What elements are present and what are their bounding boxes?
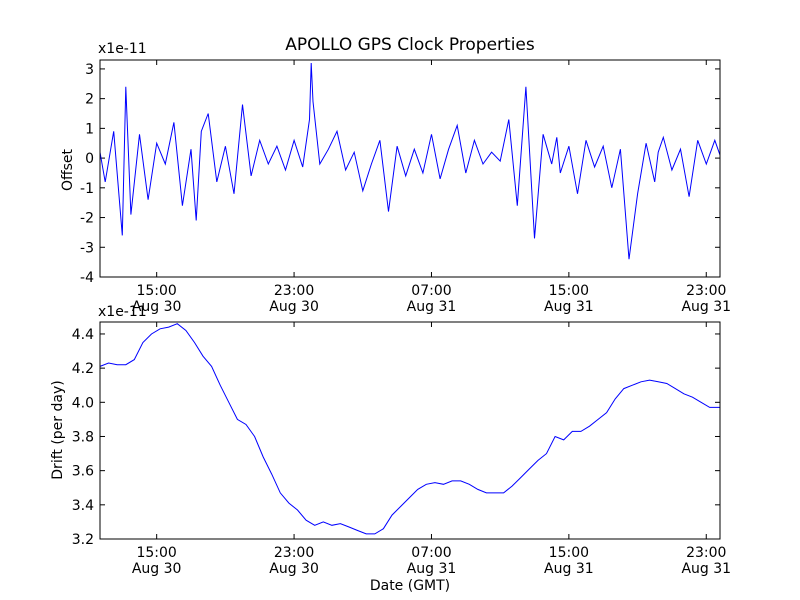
offset-y-tick-label: -4	[80, 270, 94, 286]
offset-x-tick-time: 23:00	[686, 283, 726, 299]
drift-x-tick-time: 07:00	[411, 545, 451, 561]
drift-y-tick-label: 3.8	[72, 429, 94, 445]
offset-x-tick-time: 15:00	[136, 283, 176, 299]
drift-y-tick-label: 4.4	[72, 327, 94, 343]
offset-x-tick-date: Aug 31	[544, 299, 594, 315]
offset-x-tick-time: 15:00	[549, 283, 589, 299]
offset-y-ticks: -4 -3 -2 -1 0 1 2 3	[80, 62, 720, 286]
drift-y-tick-label: 4.2	[72, 361, 94, 377]
drift-x-tick-date: Aug 31	[544, 561, 594, 577]
offset-x-tick-date: Aug 30	[132, 299, 182, 315]
drift-x-tick-time: 23:00	[686, 545, 726, 561]
offset-plot-frame	[99, 59, 721, 278]
offset-x-tick-time: 07:00	[411, 283, 451, 299]
offset-y-multiplier: x1e-11	[98, 41, 147, 57]
offset-y-tick-label: -3	[80, 240, 94, 256]
drift-x-tick-time: 23:00	[274, 545, 314, 561]
drift-plot-frame	[99, 321, 721, 540]
drift-y-tick-label: 3.2	[72, 532, 94, 548]
drift-x-tick-date: Aug 30	[132, 561, 182, 577]
drift-x-tick-date: Aug 30	[269, 561, 319, 577]
drift-x-tick-date: Aug 31	[407, 561, 457, 577]
offset-x-tick-date: Aug 31	[681, 299, 731, 315]
offset-x-tick-time: 23:00	[274, 283, 314, 299]
offset-y-tick-label: -2	[80, 211, 94, 227]
offset-y-tick-label: -1	[80, 181, 94, 197]
drift-panel: x1e-11 Drift (per day) Date (GMT) 3.2 3.4…	[50, 304, 731, 594]
drift-x-tick-time: 15:00	[549, 545, 589, 561]
offset-y-tick-label: 1	[85, 121, 94, 137]
chart-title: APOLLO GPS Clock Properties	[285, 35, 535, 55]
drift-y-tick-label: 4.0	[72, 395, 94, 411]
offset-panel: APOLLO GPS Clock Properties x1e-11 Offse…	[60, 35, 731, 315]
drift-x-axis-label: Date (GMT)	[370, 578, 450, 594]
drift-x-tick-time: 15:00	[136, 545, 176, 561]
offset-y-tick-label: 2	[85, 92, 94, 108]
drift-series-line	[99, 323, 720, 535]
offset-x-tick-date: Aug 30	[269, 299, 319, 315]
offset-y-tick-label: 3	[85, 62, 94, 78]
drift-x-tick-date: Aug 31	[681, 561, 731, 577]
drift-y-tick-label: 3.4	[72, 498, 94, 514]
offset-series-line	[99, 62, 721, 260]
drift-y-ticks: 3.2 3.4 3.6 3.8 4.0 4.2 4.4	[72, 327, 720, 548]
offset-y-axis-label: Offset	[60, 148, 76, 191]
offset-x-tick-date: Aug 31	[407, 299, 457, 315]
drift-y-tick-label: 3.6	[72, 464, 94, 480]
drift-y-axis-label: Drift (per day)	[50, 380, 66, 479]
offset-y-tick-label: 0	[85, 151, 94, 167]
drift-y-multiplier: x1e-11	[98, 304, 147, 320]
